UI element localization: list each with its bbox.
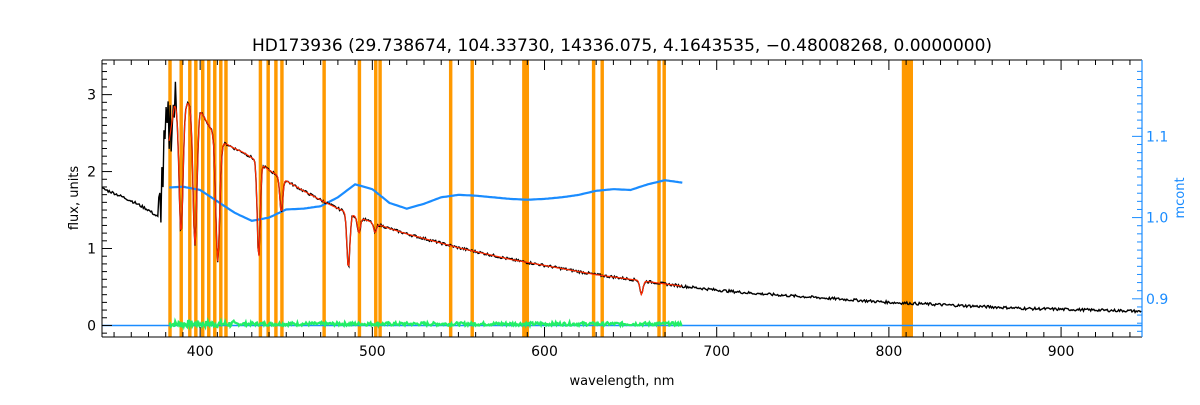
masked-region-band (188, 60, 192, 337)
residual-series (168, 316, 683, 331)
x-tick-label: 600 (531, 344, 558, 360)
x-axis-title: wavelength, nm (570, 374, 675, 389)
masked-region-band (600, 60, 604, 337)
x-tick-label: 700 (703, 344, 730, 360)
masked-region-band (448, 60, 453, 337)
masked-region-band (470, 60, 474, 337)
masked-region-band (207, 60, 211, 337)
x-tick-label: 900 (1048, 344, 1075, 360)
masked-region-band (280, 60, 284, 337)
x-tick-label: 500 (359, 344, 386, 360)
masked-region-band (179, 60, 183, 337)
y2-axis-title: mcont (1173, 177, 1188, 218)
y2-tick-label: 0.9 (1146, 292, 1168, 308)
mcont-line (169, 179, 683, 222)
residual-line (168, 316, 683, 331)
masked-region-band (201, 60, 205, 337)
masked-region-band (266, 60, 270, 337)
y-tick-label: 2 (87, 165, 96, 181)
chart-title: HD173936 (29.738674, 104.33730, 14336.07… (252, 36, 992, 56)
flux-series (101, 81, 1142, 314)
masked-region-band (657, 60, 661, 337)
masked-region-band (591, 60, 596, 337)
y-tick-label: 0 (87, 318, 96, 334)
axis-ticks: 400 500 600 700 800 900 0 1 2 3 0.9 1.0 1.1 (87, 60, 1168, 360)
y-tick-label: 3 (87, 88, 96, 104)
masked-region-band (378, 60, 382, 337)
x-tick-label: 400 (187, 344, 214, 360)
plot-axes (101, 59, 1143, 338)
y2-tick-label: 1.0 (1146, 211, 1168, 227)
y2-tick-label: 1.1 (1146, 129, 1168, 145)
masked-region-band (662, 60, 666, 337)
masked-region-band (168, 60, 172, 337)
flux-series-line (168, 102, 682, 297)
x-tick-label: 800 (876, 344, 903, 360)
masked-region-band (322, 60, 326, 337)
masked-region-band (357, 60, 362, 337)
y-tick-label: 1 (87, 242, 96, 258)
y-axis-title: flux, units (67, 166, 82, 231)
mcont-series (169, 179, 683, 222)
masked-region-band (224, 60, 228, 337)
masked-region-band (274, 60, 278, 337)
masked-region-band (374, 60, 378, 337)
masked-region-band (901, 60, 913, 337)
masked-region-band (194, 60, 198, 337)
